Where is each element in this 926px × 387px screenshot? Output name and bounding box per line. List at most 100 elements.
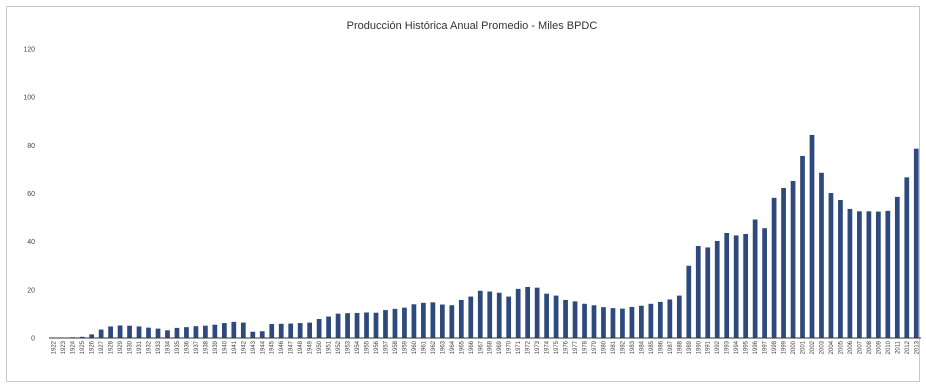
x-tick-label: 1960 (412, 340, 418, 354)
x-tick-label: 1927 (99, 340, 105, 354)
bar (544, 293, 549, 338)
x-tick-label: 1965 (459, 340, 465, 354)
x-tick-label: 1949 (308, 340, 314, 354)
bar (373, 312, 379, 338)
x-tick-label: 1968 (488, 340, 494, 354)
x-tick-label: 1955 (365, 340, 371, 354)
bar (212, 324, 218, 338)
bar (705, 247, 711, 338)
bar (89, 334, 95, 338)
bar (771, 197, 777, 338)
x-tick-label: 1974 (545, 340, 551, 354)
x-tick-label: 1982 (620, 340, 626, 354)
bar (639, 305, 644, 338)
bar (781, 187, 786, 338)
bar (411, 304, 417, 338)
bar (458, 299, 464, 338)
x-tick-label: 1956 (374, 340, 380, 354)
x-tick-label: 1987 (668, 340, 674, 354)
bar (468, 296, 474, 338)
bar (894, 196, 900, 338)
x-tick-label: 1970 (507, 340, 513, 354)
x-tick-label: 1945 (270, 340, 276, 354)
chart-frame: Producción Histórica Anual Promedio - Mi… (6, 6, 921, 382)
x-tick-label: 2010 (886, 340, 892, 354)
bar (515, 288, 521, 338)
x-tick-label: 2003 (819, 340, 825, 354)
bar (269, 324, 275, 338)
bar (857, 211, 862, 338)
bar (307, 322, 313, 338)
bar (345, 313, 350, 338)
x-tick-label: 2008 (867, 340, 873, 354)
bar (364, 312, 369, 338)
bar (819, 172, 824, 338)
x-tick-label: 1944 (260, 340, 266, 354)
bar (838, 200, 843, 338)
bar (563, 299, 568, 338)
x-tick-label: 1983 (630, 340, 636, 354)
bar (743, 233, 749, 338)
bar (392, 308, 398, 338)
bar (572, 301, 578, 338)
x-tick-label: 1992 (715, 340, 721, 354)
bar (127, 325, 132, 338)
x-tick-label: 1930 (128, 340, 134, 354)
x-tick-label: 1991 (706, 340, 712, 354)
x-tick-label: 2002 (810, 340, 816, 354)
x-tick-label: 1957 (383, 340, 389, 354)
bars (51, 134, 919, 338)
x-tick-label: 1971 (516, 340, 522, 354)
bar (525, 286, 531, 338)
x-tick-label: 1980 (601, 340, 607, 354)
bar (203, 325, 208, 338)
bar (136, 326, 142, 338)
x-tick-label: 1924 (71, 340, 77, 354)
x-tick-label: 1937 (194, 340, 200, 354)
x-axis: 1922 1923 1924 1925 1926 1927 1928 1929 1930 1931… (49, 337, 921, 354)
y-axis: 0 20 40 60 80 100 120 (23, 47, 35, 343)
x-tick-label: 1932 (147, 340, 153, 354)
x-tick-label: 1925 (80, 340, 86, 354)
x-tick-label: 1939 (213, 340, 219, 354)
bar (430, 302, 436, 338)
bar (354, 312, 360, 338)
bar (885, 210, 891, 338)
x-tick-label: 1922 (52, 340, 58, 354)
bar (231, 321, 237, 338)
x-tick-label: 1935 (175, 340, 181, 354)
x-tick-label: 1981 (611, 340, 617, 354)
x-tick-label: 1959 (402, 340, 408, 354)
x-tick-label: 1947 (289, 340, 295, 354)
x-tick-label: 2013 (914, 340, 920, 354)
x-tick-label: 1951 (327, 340, 333, 354)
x-tick-label: 1942 (241, 340, 247, 354)
x-tick-label: 1999 (782, 340, 788, 354)
bar-chart: Producción Histórica Anual Promedio - Mi… (23, 20, 921, 354)
bar (288, 323, 294, 338)
x-tick-label: 1952 (336, 340, 342, 354)
bar (221, 323, 227, 338)
bar (259, 331, 265, 338)
x-tick-label: 1948 (298, 340, 304, 354)
bar (620, 308, 625, 338)
x-tick-label: 1954 (355, 340, 361, 354)
bar (240, 322, 246, 338)
bar (913, 148, 919, 338)
bar (335, 313, 341, 338)
x-tick-label: 1995 (744, 340, 750, 354)
x-tick-label: 1973 (535, 340, 541, 354)
bar (790, 180, 796, 338)
x-tick-label: 1961 (421, 340, 427, 354)
x-tick-label: 1976 (564, 340, 570, 354)
bar (326, 316, 331, 338)
bar (714, 240, 720, 338)
bar (724, 232, 730, 338)
bar (762, 228, 767, 338)
x-tick-label: 1969 (497, 340, 503, 354)
x-tick-label: 1986 (658, 340, 664, 354)
x-tick-label: 2000 (791, 340, 797, 354)
y-tick-label: 60 (27, 191, 35, 198)
x-tick-label: 1966 (469, 340, 475, 354)
x-tick-label: 2006 (848, 340, 854, 354)
